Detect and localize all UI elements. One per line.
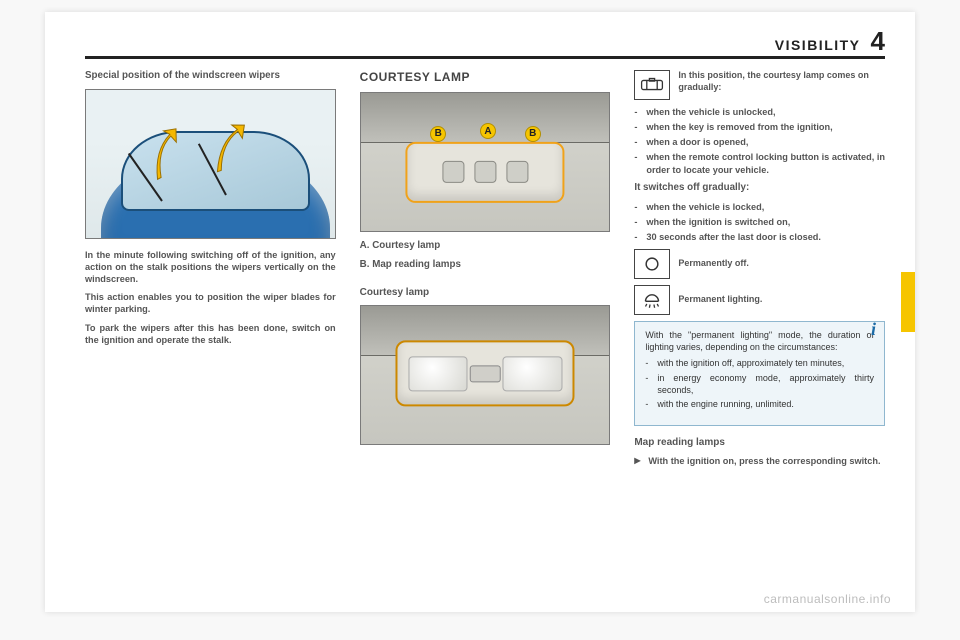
section-tab (901, 272, 915, 332)
badge-b: B (525, 126, 541, 142)
manual-page: VISIBILITY 4 Special position of the win… (45, 12, 915, 612)
figure-courtesy-lamp-labelled: B A B (360, 92, 611, 232)
lamp-unit (405, 142, 564, 203)
column-left: Special position of the windscreen wiper… (85, 70, 336, 600)
list-item: in energy economy mode, approximately th… (645, 373, 874, 397)
map-lamp-switch-icon (506, 161, 528, 183)
figure-courtesy-lamp-photo (360, 305, 611, 445)
info-list: with the ignition off, approximately ten… (645, 358, 874, 412)
list-item: with the engine running, unlimited. (645, 399, 874, 411)
map-lamps-list: With the ignition on, press the correspo… (634, 455, 885, 467)
figure-windscreen-wipers (85, 89, 336, 239)
list-item: 30 seconds after the last door is closed… (634, 231, 885, 243)
info-panel: i With the "permanent lighting" mode, th… (634, 321, 885, 426)
mode-on-text: Permanent lighting. (678, 294, 885, 306)
off-heading: It switches off gradually: (634, 182, 885, 195)
column-middle: COURTESY LAMP B A B A. Courtesy lamp B. … (360, 70, 611, 600)
watermark: carmanualsonline.info (764, 592, 891, 606)
mode-off-row: Permanently off. (634, 249, 885, 279)
on-conditions-list: when the vehicle is unlocked, when the k… (634, 106, 885, 176)
mode-auto-text: In this position, the courtesy lamp come… (678, 70, 885, 93)
list-item: when a door is opened, (634, 136, 885, 148)
wipers-p3: To park the wipers after this has been d… (85, 322, 336, 346)
map-lamp-switch-icon (442, 161, 464, 183)
legend-b: B. Map reading lamps (360, 259, 611, 272)
off-conditions-list: when the vehicle is locked, when the ign… (634, 201, 885, 243)
wipers-p2: This action enables you to position the … (85, 291, 336, 315)
header-bar: VISIBILITY 4 (85, 26, 885, 57)
mode-on-row: Permanent lighting. (634, 285, 885, 315)
column-right: In this position, the courtesy lamp come… (634, 70, 885, 600)
info-lead: With the "permanent lighting" mode, the … (645, 330, 874, 354)
lamp-lens-icon (408, 356, 468, 391)
lamp-lens-icon (503, 356, 563, 391)
content-columns: Special position of the windscreen wiper… (85, 70, 885, 600)
legend-a: A. Courtesy lamp (360, 240, 611, 253)
list-item: with the ignition off, approximately ten… (645, 358, 874, 370)
header-rule (85, 56, 885, 59)
list-item: when the vehicle is locked, (634, 201, 885, 213)
page-number: 4 (871, 26, 885, 57)
list-item: when the vehicle is unlocked, (634, 106, 885, 118)
mode-auto-row: In this position, the courtesy lamp come… (634, 70, 885, 100)
list-item: With the ignition on, press the correspo… (634, 455, 885, 467)
wipers-heading: Special position of the windscreen wiper… (85, 70, 336, 83)
list-item: when the ignition is switched on, (634, 216, 885, 228)
lamp-center-switch-icon (469, 365, 501, 382)
lamp-on-icon (634, 285, 670, 315)
mode-off-text: Permanently off. (678, 258, 885, 270)
courtesy-lamp-subhead: Courtesy lamp (360, 286, 611, 299)
courtesy-lamp-title: COURTESY LAMP (360, 70, 611, 86)
switch-row (442, 161, 528, 183)
map-lamps-heading: Map reading lamps (634, 436, 885, 449)
lamp-off-icon (634, 249, 670, 279)
list-item: when the key is removed from the ignitio… (634, 121, 885, 133)
wipers-p1: In the minute following switching off of… (85, 249, 336, 285)
lamp-unit (395, 341, 574, 407)
lamp-auto-icon (634, 70, 670, 100)
list-item: when the remote control locking button i… (634, 151, 885, 175)
section-title: VISIBILITY (775, 37, 861, 53)
info-icon: i (871, 318, 876, 342)
courtesy-lamp-switch-icon (474, 161, 496, 183)
